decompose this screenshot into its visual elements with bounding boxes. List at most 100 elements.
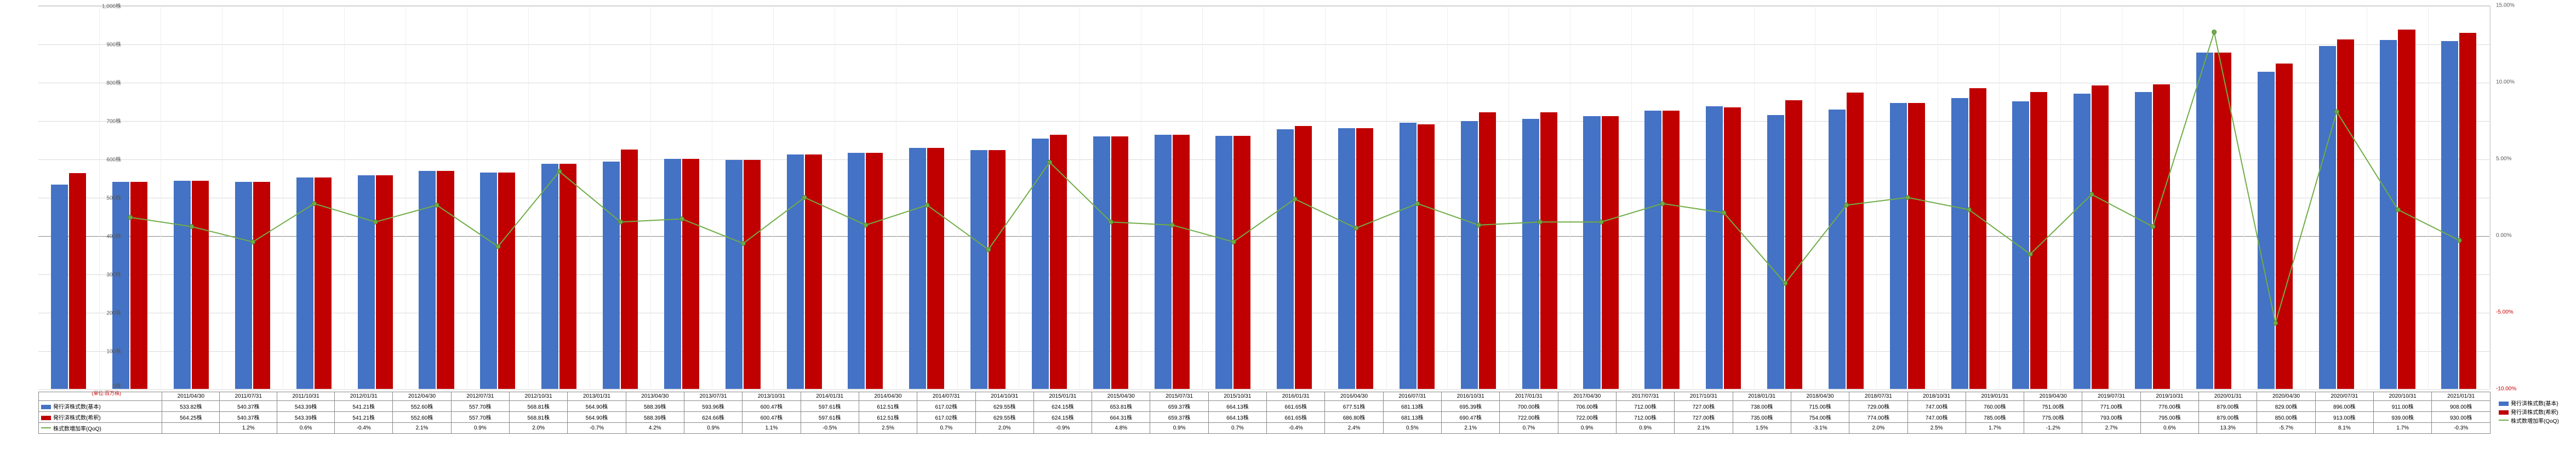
y-left-tick: 500株 [88, 193, 121, 202]
data-cell: 4.2% [626, 423, 684, 434]
data-cell: 664.31株 [1092, 412, 1150, 423]
data-cell: 2017/10/31 [1675, 392, 1733, 401]
category [345, 6, 406, 389]
data-cell: 0.6% [277, 423, 335, 434]
bar-diluted [1050, 135, 1067, 389]
data-cell: 600.47株 [742, 401, 801, 412]
data-cell: 913.00株 [2315, 412, 2373, 423]
bar-basic [112, 182, 129, 389]
data-cell: 661.65株 [1267, 412, 1325, 423]
bar-basic [1093, 136, 1110, 389]
data-cell: 0.7% [917, 423, 975, 434]
data-cell: 2012/01/31 [335, 392, 393, 401]
data-cell: 2.5% [1907, 423, 1966, 434]
bar-basic [1583, 116, 1600, 389]
data-cell: 2016/10/31 [1442, 392, 1500, 401]
bar-diluted [1663, 111, 1680, 389]
category [1019, 6, 1081, 389]
bar-diluted [1356, 128, 1373, 389]
bar-diluted [2153, 84, 2170, 389]
data-cell: 2014/07/31 [917, 392, 975, 401]
data-cell: 2020/04/30 [2257, 392, 2315, 401]
data-cell [162, 423, 220, 434]
data-cell: 2.1% [1442, 423, 1500, 434]
data-cell: 776.00株 [2140, 401, 2198, 412]
data-cell: 2015/10/31 [1208, 392, 1266, 401]
data-cell: 2014/04/30 [859, 392, 917, 401]
data-cell: 541.21株 [335, 401, 393, 412]
legend-right: 発行済株式数(基本) 発行済株式数(希釈) 株式数増加率(QoQ) [2499, 400, 2559, 426]
data-cell: 754.00株 [1791, 412, 1849, 423]
bar-basic [51, 185, 68, 389]
category [712, 6, 774, 389]
data-cell: 681.13株 [1383, 401, 1441, 412]
data-cell: 785.00株 [1966, 412, 2024, 423]
category [2367, 6, 2429, 389]
bar-diluted [1969, 88, 1986, 389]
y-right-tick: 0.00% [2496, 233, 2534, 239]
bar-diluted [2398, 30, 2415, 389]
data-cell: 0.9% [1616, 423, 1674, 434]
data-cell: 2012/07/31 [451, 392, 509, 401]
data-cell: 829.00株 [2257, 401, 2315, 412]
category [1448, 6, 1509, 389]
data-cell: 664.13株 [1208, 401, 1266, 412]
bar-basic [2441, 41, 2458, 389]
data-cell: -0.4% [335, 423, 393, 434]
legend-growth: 株式数増加率(QoQ) [2511, 419, 2559, 425]
bar-basic [1644, 111, 1661, 389]
data-cell: 624.15株 [1033, 401, 1092, 412]
bar-basic [909, 148, 926, 389]
y-left-tick: 900株 [88, 40, 121, 48]
category [1632, 6, 1693, 389]
category [1877, 6, 1938, 389]
data-cell: 612.51株 [859, 412, 917, 423]
data-cell: 715.00株 [1791, 401, 1849, 412]
data-cell: 2019/10/31 [2140, 392, 2198, 401]
data-cell: 2015/01/31 [1033, 392, 1092, 401]
data-cell: 2014/10/31 [975, 392, 1033, 401]
y-left-tick: 200株 [88, 308, 121, 317]
data-cell: 2015/07/31 [1150, 392, 1208, 401]
bar-diluted [1295, 126, 1312, 389]
data-cell: 908.00株 [2432, 401, 2491, 412]
data-cell: 624.66株 [684, 412, 742, 423]
data-cell: 597.61株 [801, 412, 859, 423]
legend-diluted: 発行済株式数(希釈) [2511, 410, 2558, 416]
data-cell: 659.37株 [1150, 401, 1208, 412]
y-right-tick: -5.00% [2496, 309, 2534, 316]
row-header: 発行済株式数(基本) [39, 401, 162, 412]
data-cell: 2011/04/30 [162, 392, 220, 401]
category [2184, 6, 2245, 389]
bar-diluted [2459, 33, 2476, 389]
bar-diluted [130, 182, 147, 389]
bar-diluted [2214, 53, 2231, 389]
data-cell: 2017/01/31 [1500, 392, 1558, 401]
data-cell: 2015/04/30 [1092, 392, 1150, 401]
data-cell: 2.1% [393, 423, 451, 434]
data-cell: 2016/04/30 [1325, 392, 1383, 401]
bar-basic [1951, 98, 1968, 389]
data-cell: 677.51株 [1325, 401, 1383, 412]
bar-basic [174, 181, 191, 389]
data-cell: 939.00株 [2374, 412, 2432, 423]
bar-diluted [744, 160, 761, 389]
bar-basic [1829, 110, 1846, 389]
category [958, 6, 1019, 389]
data-cell: 2020/01/31 [2199, 392, 2257, 401]
data-cell: 617.02株 [917, 401, 975, 412]
plot-area [38, 5, 2491, 389]
bar-basic [1155, 135, 1172, 389]
bar-diluted [2092, 85, 2109, 389]
data-cell: 600.47株 [742, 412, 801, 423]
data-cell: 588.39株 [626, 401, 684, 412]
bar-basic [2012, 101, 2029, 389]
data-cell: 2.1% [1675, 423, 1733, 434]
bar-basic [726, 160, 742, 389]
bar-basic [235, 182, 252, 389]
category [1387, 6, 1448, 389]
y-left-tick: 300株 [88, 270, 121, 278]
bar-diluted [927, 148, 944, 389]
data-cell: -0.9% [1033, 423, 1092, 434]
data-cell: 540.37株 [220, 412, 277, 423]
